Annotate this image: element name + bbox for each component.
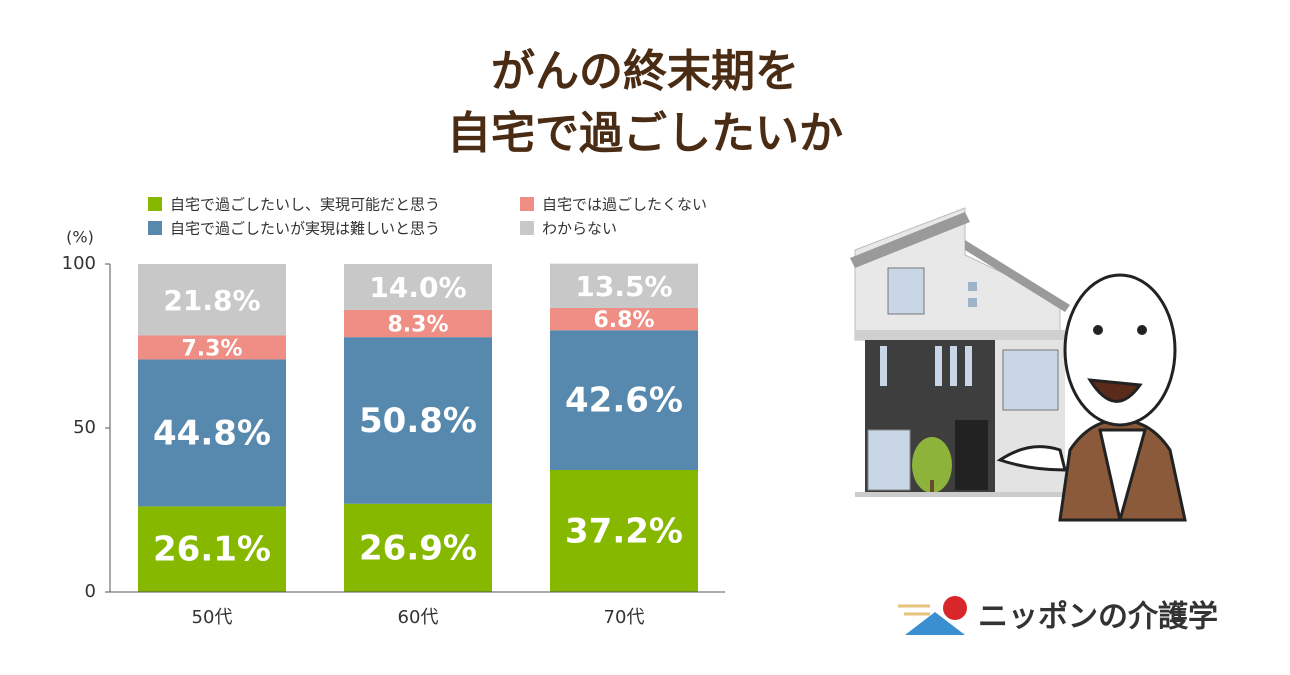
bar-segment [344, 503, 492, 592]
value-label: 7.3% [181, 336, 242, 361]
legend-label: 自宅では過ごしたくない [542, 196, 707, 214]
bar-segment [138, 359, 286, 507]
value-label: 13.5% [575, 270, 672, 303]
brand-logo [898, 596, 967, 635]
bar-segment [550, 307, 698, 331]
x-tick-label: 50代 [192, 607, 233, 628]
value-label: 6.8% [593, 308, 654, 333]
bar-segment [138, 264, 286, 336]
y-unit: (%) [66, 228, 94, 247]
legend-label: 自宅で過ごしたいし、実現可能だと思う [170, 196, 440, 214]
value-label: 26.9% [359, 528, 477, 568]
brand-name: ニッポンの介護学 [978, 600, 1218, 635]
bar-segment [138, 335, 286, 360]
chart-title: 自宅で過ごしたいか [447, 108, 843, 159]
value-label: 21.8% [163, 284, 260, 317]
value-label: 26.1% [153, 530, 271, 570]
y-tick-label: 100 [62, 253, 96, 274]
legend-swatch [148, 197, 162, 211]
x-tick-label: 60代 [398, 607, 439, 628]
bar-segment [550, 330, 698, 470]
value-label: 50.8% [359, 401, 477, 441]
bar-segment [138, 506, 286, 592]
legend-swatch [520, 197, 534, 211]
legend-swatch [148, 221, 162, 235]
x-tick-label: 70代 [604, 607, 645, 628]
chart-title: がんの終末期を [491, 46, 799, 97]
y-tick-label: 50 [73, 417, 96, 438]
value-label: 37.2% [565, 511, 683, 551]
illustration [850, 207, 1187, 522]
value-label: 42.6% [565, 381, 683, 421]
bar-segment [344, 309, 492, 338]
value-label: 44.8% [153, 413, 271, 453]
legend-label: 自宅で過ごしたいが実現は難しいと思う [170, 220, 440, 238]
legend-label: わからない [542, 220, 617, 238]
legend-swatch [520, 221, 534, 235]
bar-segment [550, 469, 698, 592]
bar-segment [344, 337, 492, 504]
bar-segment [550, 263, 698, 308]
y-tick-label: 0 [85, 581, 96, 602]
value-label: 8.3% [387, 313, 448, 338]
value-label: 14.0% [369, 271, 466, 304]
bar-segment [344, 264, 492, 310]
